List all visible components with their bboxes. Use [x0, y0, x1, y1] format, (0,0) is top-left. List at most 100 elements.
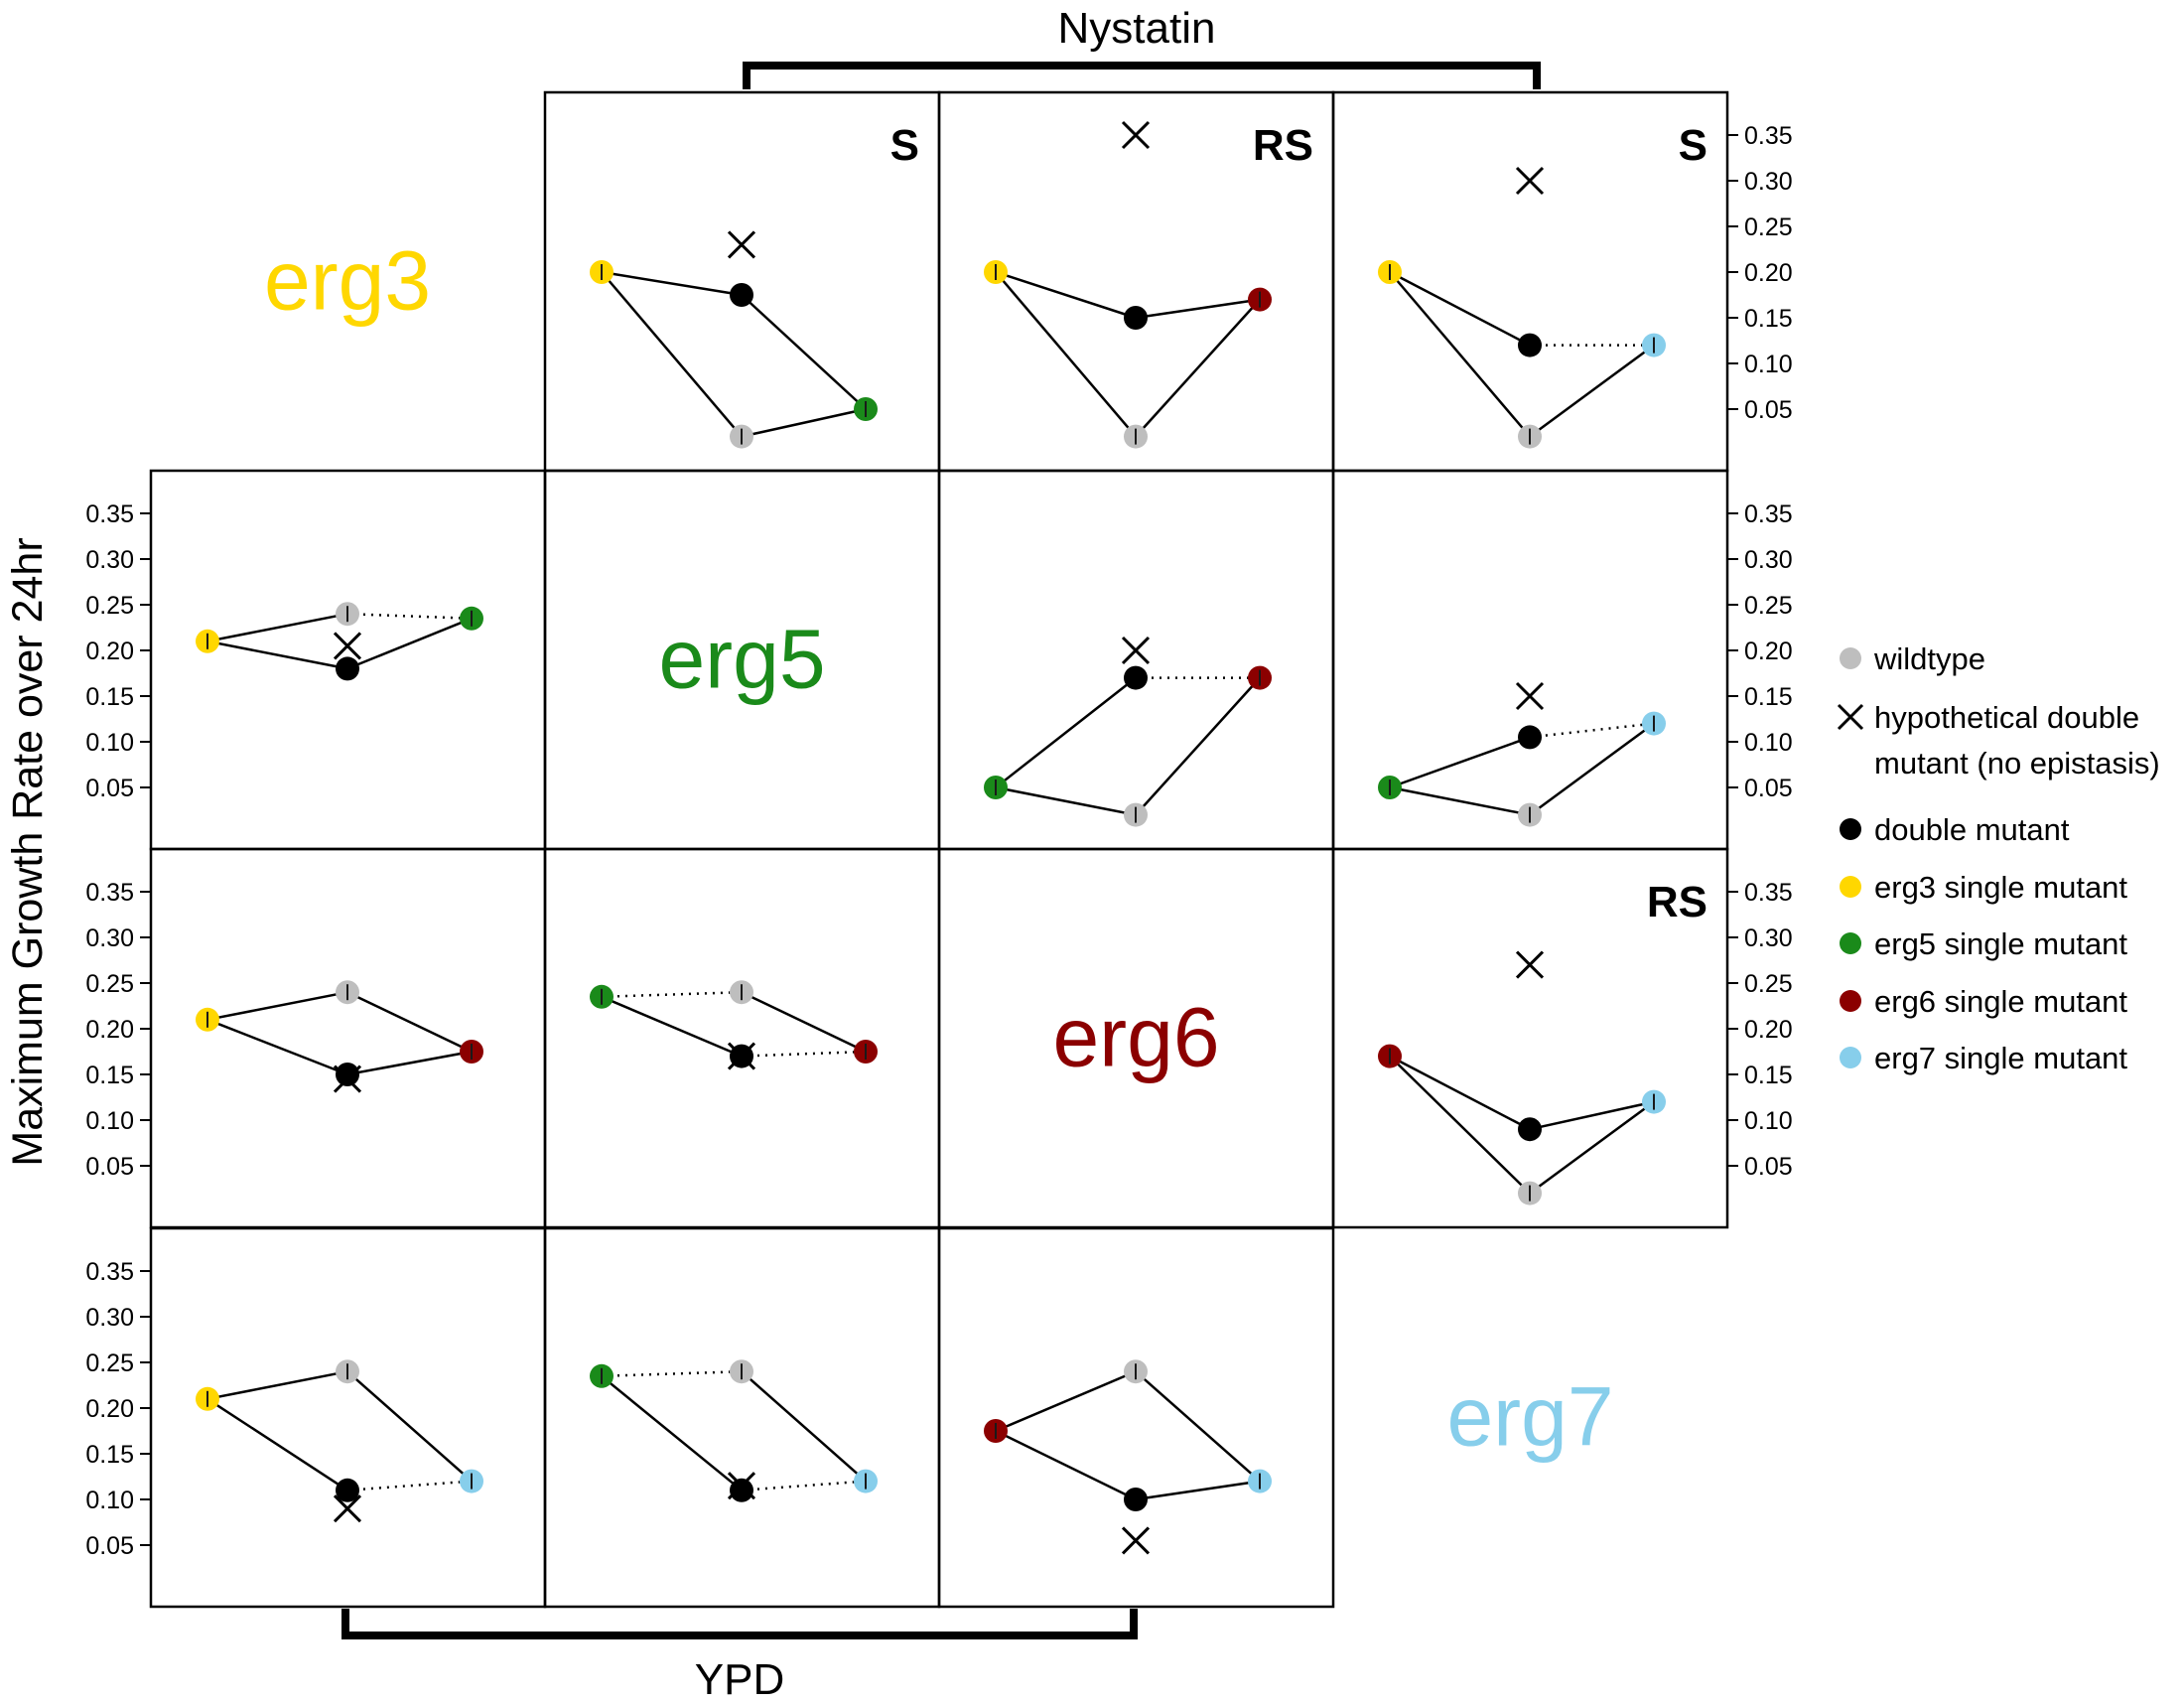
legend-item-erg3: erg3 single mutant [1840, 870, 2127, 905]
epistasis-label: RS [1647, 878, 1707, 926]
tick-label: 0.10 [85, 729, 134, 757]
line-double-b [1529, 1100, 1655, 1131]
hypothetical-double-mark [1121, 1526, 1151, 1555]
line-wildtype-b [1529, 344, 1655, 438]
tick-label: 0.15 [1744, 305, 1793, 333]
double-mutant-point [730, 283, 753, 307]
tick-label: 0.15 [85, 1062, 134, 1089]
line-wildtype-b [346, 991, 473, 1054]
hypothetical-double-mark [333, 1494, 362, 1523]
legend-item-erg7: erg7 single mutant [1840, 1041, 2127, 1075]
line-a-double [206, 639, 348, 670]
tick-label: 0.10 [85, 1487, 134, 1514]
legend-label-line2: mutant (no epistasis) [1874, 746, 2160, 781]
y-axis-label: Maximum Growth Rate over 24hr [4, 537, 52, 1166]
legend-label: erg6 single mutant [1874, 984, 2127, 1019]
tick-label: 0.35 [1744, 122, 1793, 150]
y-axis: 0.05 0.10 0.15 0.20 0.25 0.30 0.35 [1726, 122, 1793, 424]
tick-label: 0.15 [85, 683, 134, 711]
legend-label: hypothetical double [1874, 700, 2139, 735]
tick-label: 0.05 [1744, 396, 1793, 424]
panel-erg3-erg7-nystatin: S [1378, 121, 1707, 449]
panel-frame [543, 1226, 941, 1609]
tick-label: 0.25 [85, 1349, 134, 1377]
hypothetical-double-mark [1515, 681, 1545, 711]
legend-cross-icon [1837, 703, 1864, 731]
condition-brackets [341, 62, 1541, 1639]
hypothetical-double-mark [1515, 950, 1545, 979]
panel-frame [149, 1226, 547, 1609]
nystatin-bracket [743, 62, 1541, 89]
double-mutant-point [1124, 306, 1148, 330]
legend-dot-icon [1840, 932, 1861, 954]
legend-item-double: double mutant [1840, 812, 2070, 847]
tick-label: 0.10 [1744, 351, 1793, 378]
line-double-b [346, 1480, 473, 1492]
double-mutant-point [1518, 725, 1542, 750]
tick-label: 0.35 [85, 500, 134, 528]
y-axis: 0.05 0.10 0.15 0.20 0.25 0.30 0.35 [85, 500, 152, 802]
tick-label: 0.20 [85, 638, 134, 665]
epistasis-label: S [890, 121, 919, 170]
tick-label: 0.05 [1744, 1153, 1793, 1181]
panel-erg3-erg5-ypd [196, 602, 483, 681]
tick-label: 0.35 [1744, 500, 1793, 528]
line-a-wildtype [206, 612, 348, 643]
tick-label: 0.30 [1744, 546, 1793, 574]
legend-label: erg3 single mutant [1874, 870, 2127, 905]
line-double-b [346, 617, 473, 670]
y-axes: 0.05 0.10 0.15 0.20 0.25 0.30 0.35 0.05 0.10 0.15… [85, 122, 1792, 1560]
epistasis-label: RS [1253, 121, 1313, 170]
tick-label: 0.25 [85, 592, 134, 620]
double-mutant-point [1518, 333, 1542, 357]
tick-label: 0.10 [1744, 1107, 1793, 1135]
panel-frame [937, 1226, 1335, 1609]
line-a-double [1389, 270, 1531, 347]
line-a-double [1389, 736, 1531, 789]
nystatin-label: Nystatin [1058, 4, 1216, 53]
tick-label: 0.35 [85, 1258, 134, 1286]
line-a-double [995, 270, 1137, 320]
line-double-b [741, 1050, 867, 1058]
y-axis: 0.05 0.10 0.15 0.20 0.25 0.30 0.35 [1726, 879, 1793, 1181]
legend-dot-icon [1840, 990, 1861, 1012]
double-mutant-point [336, 656, 359, 681]
tick-label: 0.25 [1744, 970, 1793, 998]
line-a-double [1389, 1055, 1531, 1131]
line-double-b [741, 1480, 867, 1492]
legend: wildtype hypothetical double mutant (no ep… [1837, 641, 2160, 1075]
line-a-double [995, 676, 1137, 788]
legend-dot-icon [1840, 647, 1861, 669]
panel-erg6-erg7-ypd [984, 1359, 1272, 1555]
tick-label: 0.30 [85, 924, 134, 952]
double-mutant-point [730, 1044, 753, 1068]
line-wildtype-b [1135, 1370, 1261, 1483]
legend-label: erg7 single mutant [1874, 1041, 2127, 1075]
panel-erg3-erg7-ypd [196, 1359, 483, 1523]
tick-label: 0.25 [1744, 592, 1793, 620]
double-mutant-point [336, 1478, 359, 1502]
line-wildtype-b [1529, 1100, 1655, 1195]
line-a-wildtype [601, 271, 743, 438]
line-a-double [601, 1374, 743, 1491]
tick-label: 0.20 [1744, 1016, 1793, 1044]
y-axis: 0.05 0.10 0.15 0.20 0.25 0.30 0.35 [1726, 500, 1793, 802]
line-a-wildtype [1389, 785, 1531, 816]
gene-label-erg3: erg3 [264, 234, 431, 328]
tick-label: 0.35 [1744, 879, 1793, 907]
line-wildtype-b [741, 407, 867, 438]
legend-item-erg5: erg5 single mutant [1840, 926, 2127, 961]
double-mutant-point [336, 1063, 359, 1086]
line-wildtype-b [346, 612, 473, 621]
legend-dot-icon [1840, 818, 1861, 840]
tick-label: 0.05 [85, 1153, 134, 1181]
line-wildtype-b [741, 991, 867, 1054]
line-a-double [995, 1429, 1137, 1501]
panel-erg3-erg6-ypd [196, 980, 483, 1093]
panel-erg3-erg6-nystatin: RS [984, 120, 1313, 449]
panel-frame [149, 847, 547, 1229]
hypothetical-double-mark [1121, 120, 1151, 150]
hypothetical-double-mark [1515, 166, 1545, 196]
line-a-double [601, 995, 743, 1058]
